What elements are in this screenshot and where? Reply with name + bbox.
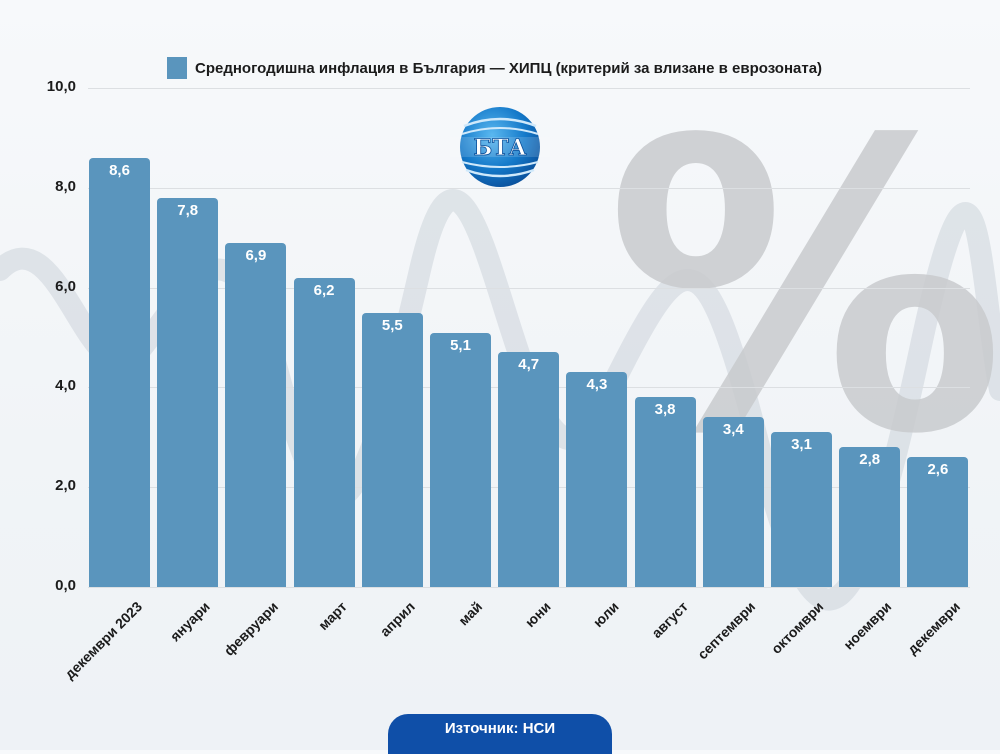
bar-value-label: 7,8 <box>177 201 199 219</box>
bar-value-label: 8,6 <box>109 161 130 179</box>
bar-value-label: 5,1 <box>450 336 471 354</box>
y-axis-tick: 6,0 <box>55 277 76 295</box>
bar: 5,5 <box>361 312 423 587</box>
bar-value-label: 6,2 <box>313 281 335 299</box>
y-axis-tick: 8,0 <box>55 177 76 195</box>
bar-value-label: 2,8 <box>859 451 881 469</box>
gridline <box>88 287 970 289</box>
bar: 6,9 <box>225 242 287 587</box>
bar: 8,6 <box>89 157 150 587</box>
y-axis-tick: 4,0 <box>55 377 76 395</box>
gridline <box>88 187 970 189</box>
bar: 6,2 <box>293 277 355 587</box>
bar: 2,8 <box>839 447 901 587</box>
gridline <box>88 587 970 588</box>
bar: 7,8 <box>157 197 219 587</box>
bar: 4,3 <box>566 372 628 587</box>
bar: 3,8 <box>634 397 696 587</box>
bar: 3,4 <box>702 417 764 587</box>
bar-value-label: 5,5 <box>381 316 403 334</box>
legend-label: Средногодишна инфлация в България — ХИПЦ… <box>195 59 823 77</box>
svg-text:БТА: БТА <box>473 135 526 161</box>
bar: 5,1 <box>430 332 491 587</box>
chart-legend: Средногодишна инфлация в България — ХИПЦ… <box>167 57 822 79</box>
bar-value-label: 6,9 <box>245 246 267 264</box>
bar: 3,1 <box>771 432 832 587</box>
y-axis-tick: 10,0 <box>46 78 76 95</box>
bar-value-label: 2,6 <box>927 461 949 479</box>
bar: 4,7 <box>498 352 560 587</box>
gridline <box>88 88 970 89</box>
y-axis-tick: 2,0 <box>55 477 76 495</box>
y-axis-tick: 0,0 <box>55 577 76 594</box>
bta-logo-icon: БТА <box>450 107 550 187</box>
bar-value-label: 3,1 <box>791 436 812 454</box>
source-badge: Източник: НСИ <box>388 714 612 754</box>
bar-value-label: 3,8 <box>654 401 676 419</box>
bar-value-label: 4,3 <box>586 376 608 394</box>
bar-value-label: 4,7 <box>518 356 540 374</box>
bar-value-label: 3,4 <box>722 421 744 439</box>
legend-swatch <box>167 57 187 79</box>
bar: 2,6 <box>907 457 969 587</box>
